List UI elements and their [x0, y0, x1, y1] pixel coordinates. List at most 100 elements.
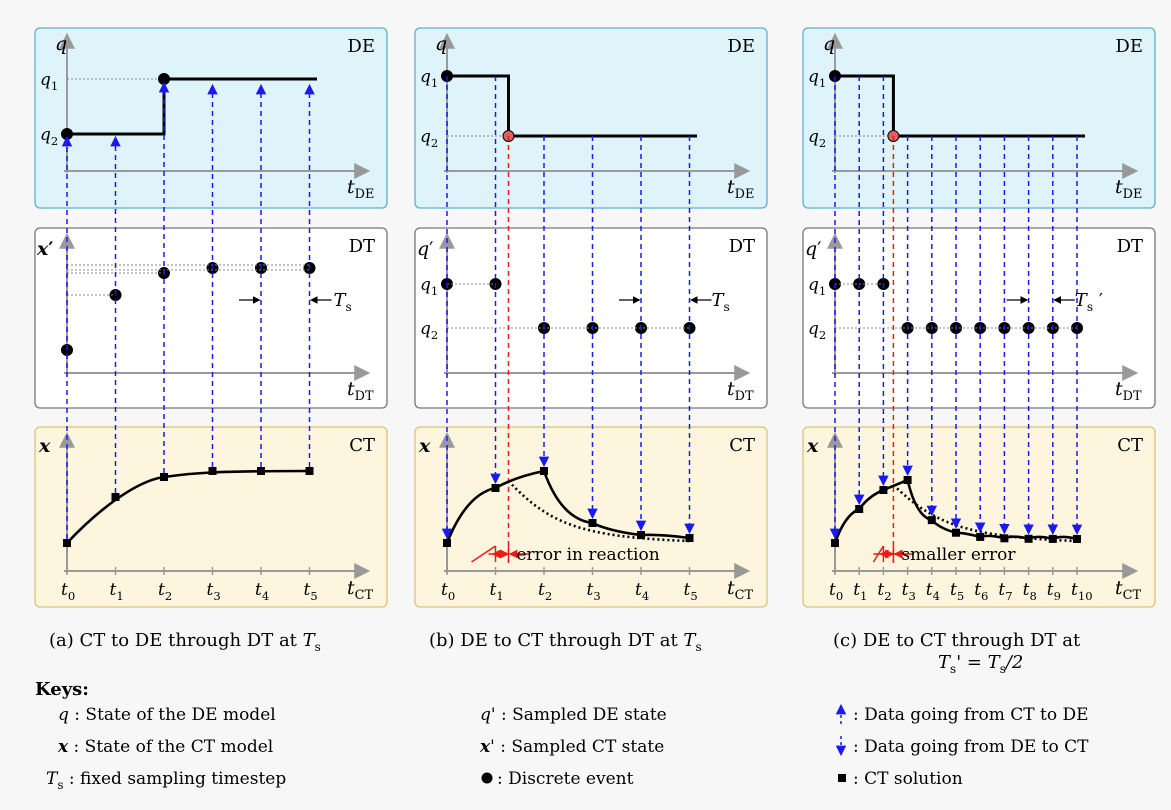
ct-tick-label-t10: t10 [1071, 580, 1093, 603]
ct-panel-label: CT [1117, 435, 1143, 456]
de-panel-box [34, 27, 388, 209]
ct-solution-point [111, 493, 120, 501]
de-y-axis-label: q [435, 33, 447, 55]
key-sampling-timestep: Ts : fixed sampling timestep [46, 769, 286, 792]
dt-x-axis-label: tDT [727, 378, 754, 404]
dt-tick-q1: q1 [420, 275, 438, 298]
key-ct-state: x : State of the CT model [57, 737, 273, 757]
ct-solution-point [927, 516, 936, 525]
ct-tick-label-t6: t6 [974, 580, 988, 603]
key-discrete-event-symbol [481, 772, 493, 784]
ct-tick-label-t7: t7 [998, 580, 1012, 603]
ct-tick-label-t0: t0 [61, 580, 75, 603]
dt-tick-q2: q2 [808, 319, 826, 342]
ct-solution-point [63, 539, 71, 547]
ct-panel-label: CT [729, 435, 755, 456]
dt-panel-box [414, 227, 768, 409]
ct-tick-label-t1: t1 [490, 580, 504, 603]
dt-panel-label: DT [1117, 236, 1143, 257]
key-ct-solution-symbol [838, 774, 846, 782]
ct-tick-label-t3: t3 [207, 580, 221, 603]
de-tick-q2: q2 [420, 127, 438, 150]
de-y-axis-label: q [55, 33, 67, 55]
ct-solution-point [903, 476, 912, 484]
ct-tick-label-t4: t4 [635, 580, 649, 603]
key-ct-to-de: : Data going from CT to DE [853, 705, 1089, 725]
ct-tick-label-t1: t1 [110, 580, 124, 603]
de-state-line [67, 77, 317, 136]
de-x-axis-label: tDE [347, 176, 374, 202]
panel-a: DE q tDE DT x′ tDT CT x tCT t0 t1 t2 t3 t4 t5 q1 q2 Ts (a)… [34, 27, 388, 654]
ct-y-axis-label: x [38, 435, 51, 457]
de-state-line [447, 74, 697, 138]
ct-solution-point [855, 505, 864, 513]
dt-tick-q1: q1 [808, 275, 826, 298]
period-label: Ts [712, 290, 730, 314]
de-panel-label: DE [727, 36, 755, 57]
ct-solution-point [1000, 534, 1009, 543]
ct-solution-point [879, 486, 888, 494]
ct-solution-point [637, 531, 645, 540]
ct-tick-label-t0: t0 [441, 580, 455, 603]
de-x-axis-label: tDE [1115, 176, 1142, 202]
de-tick-q2: q2 [40, 125, 58, 148]
ct-solution-point [952, 528, 960, 537]
ct-solution-point [540, 467, 548, 475]
ct-solution-point [257, 467, 265, 475]
dt-panel-box [34, 227, 388, 409]
ct-tick-label-t5: t5 [304, 580, 318, 603]
period-label: Ts ′ [1075, 290, 1103, 314]
de-state-line [835, 74, 1085, 138]
ct-tick-label-t9: t9 [1047, 580, 1061, 603]
caption-b: (b) DE to CT through DT at Ts [429, 630, 702, 654]
ct-tick-label-t4: t4 [255, 580, 269, 603]
ct-x-axis-label: tCT [727, 577, 754, 603]
key-ct-solution: : CT solution [853, 769, 963, 789]
de-tick-q2: q2 [808, 127, 826, 150]
ct-solution-point [305, 467, 314, 475]
keys-title: Keys: [35, 679, 89, 700]
key-sampled-de: q' : Sampled DE state [480, 705, 667, 725]
panel-c: DE q tDE DT q′ tDT CT x tCT t0 t1 t2 t3 t4 t5 t6 t7 t8 t9 t… [802, 27, 1156, 676]
ct-panel-box [802, 426, 1156, 608]
caption-c: (c) DE to CT through DT at [833, 630, 1081, 651]
ct-ideal-curve [507, 480, 690, 543]
ct-y-axis-label: x [806, 435, 819, 457]
de-panel-label: DE [1115, 36, 1143, 57]
ct-solution-point [208, 467, 217, 475]
error-tick [872, 545, 885, 563]
ct-x-axis-label: tCT [1115, 577, 1142, 603]
dt-y-axis-label: q′ [417, 238, 434, 260]
ct-solution-point [976, 532, 985, 541]
ct-x-axis-label: tCT [347, 577, 374, 603]
error-label: error in reaction [517, 545, 660, 565]
ct-solution-point [1024, 534, 1033, 543]
de-event [158, 73, 170, 85]
de-tick-q1: q1 [40, 70, 58, 93]
ct-tick-label-t2: t2 [158, 580, 172, 603]
dt-tick-q2: q2 [420, 319, 438, 342]
ct-solution-point [831, 539, 839, 547]
ct-tick-label-t3: t3 [587, 580, 601, 603]
key-de-to-ct: : Data going from DE to CT [853, 737, 1089, 757]
error-tick [471, 545, 496, 563]
dt-y-axis-label: q′ [805, 238, 822, 260]
ct-panel-label: CT [349, 435, 375, 456]
caption-c-line2: Ts' = Ts/2 [938, 652, 1023, 676]
ct-tick-label-t2: t2 [877, 580, 891, 603]
dt-x-axis-label: tDT [1115, 378, 1142, 404]
ct-solution-point [1048, 534, 1057, 543]
ct-tick-label-t4: t4 [926, 580, 940, 603]
ct-tick-label-t5: t5 [950, 580, 964, 603]
error-label: smaller error [901, 545, 1016, 565]
de-panel-label: DE [347, 36, 375, 57]
key-de-state: q : State of the DE model [58, 705, 276, 725]
ct-tick-label-t8: t8 [1023, 580, 1037, 603]
de-panel-box [802, 27, 1156, 209]
ct-y-axis-label: x [418, 435, 431, 457]
dt-panel-label: DT [729, 236, 755, 257]
de-x-axis-label: tDE [727, 176, 754, 202]
ct-solution-point [685, 534, 694, 543]
